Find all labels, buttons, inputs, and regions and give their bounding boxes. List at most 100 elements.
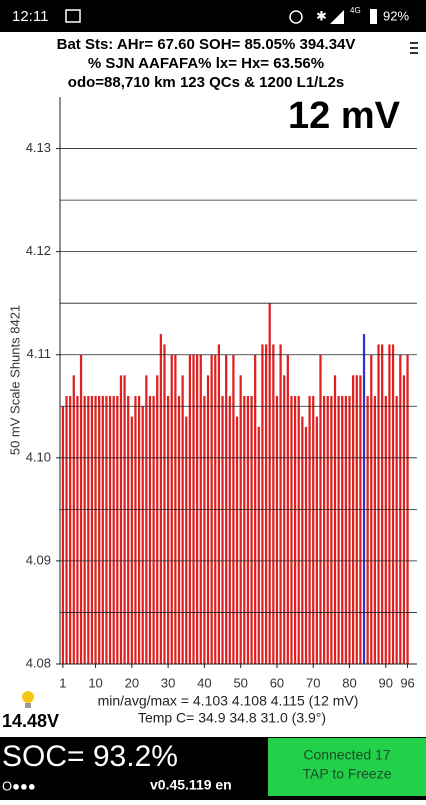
y-tick-label: 4.13 bbox=[26, 140, 51, 155]
bar bbox=[101, 395, 104, 664]
bar bbox=[87, 395, 90, 664]
status-bar bbox=[0, 0, 426, 32]
x-tick-label: 70 bbox=[306, 675, 320, 690]
bar bbox=[391, 344, 395, 664]
x-tick-label: 1 bbox=[59, 675, 66, 690]
header-line: % SJN AAFAFA% lx= Hx= 63.56% bbox=[88, 55, 324, 72]
header-line: odo=88,710 km 123 QCs & 1200 L1/L2s bbox=[68, 74, 344, 91]
version: v0.45.119 en bbox=[150, 777, 232, 793]
bar bbox=[359, 375, 362, 664]
bar bbox=[76, 395, 79, 664]
chart: 4.08 4.09 4.10 4.11 4.12 4.13 1 10 20 30 40 50 60 70 8… bbox=[26, 97, 417, 690]
bar bbox=[312, 395, 315, 664]
bar bbox=[206, 375, 210, 664]
x-tick-label: 50 bbox=[233, 675, 247, 690]
bar bbox=[301, 416, 304, 664]
bar bbox=[217, 344, 221, 664]
bar bbox=[127, 395, 130, 664]
bar bbox=[264, 344, 268, 664]
bar bbox=[156, 375, 159, 664]
bar bbox=[116, 395, 119, 664]
bar bbox=[322, 395, 326, 664]
header-line: Bat Sts: AHr= 67.60 SOH= 85.05% 394.34V bbox=[57, 36, 356, 53]
bar bbox=[402, 375, 406, 664]
bar bbox=[261, 344, 264, 664]
bar bbox=[395, 395, 398, 664]
bar bbox=[337, 395, 340, 664]
bar bbox=[293, 395, 297, 664]
bar bbox=[152, 395, 155, 664]
bar bbox=[72, 375, 75, 664]
bar bbox=[388, 344, 391, 664]
button-label: TAP to Freeze bbox=[303, 766, 392, 782]
bar bbox=[141, 406, 144, 664]
bar bbox=[366, 395, 369, 664]
bar bbox=[145, 375, 148, 664]
bar bbox=[228, 395, 231, 664]
bar bbox=[304, 426, 308, 664]
bar bbox=[333, 375, 337, 664]
battery-icon bbox=[370, 9, 377, 24]
bar bbox=[352, 375, 355, 664]
x-tick-label: 60 bbox=[270, 675, 284, 690]
bar bbox=[130, 416, 133, 664]
bar bbox=[203, 395, 206, 664]
bar bbox=[159, 334, 162, 664]
bar bbox=[134, 395, 137, 664]
bar bbox=[185, 416, 188, 664]
bar bbox=[94, 395, 97, 664]
bar bbox=[308, 395, 311, 664]
y-axis-label: 50 mV Scale Shunts 8421 bbox=[7, 305, 22, 455]
x-tick-label: 96 bbox=[400, 675, 414, 690]
bar bbox=[283, 375, 286, 664]
y-tick-label: 4.12 bbox=[26, 243, 51, 258]
bar bbox=[69, 395, 72, 664]
menu-button[interactable] bbox=[410, 42, 418, 54]
bar bbox=[119, 375, 123, 664]
y-tick-label: 4.11 bbox=[27, 346, 51, 361]
bar bbox=[344, 395, 348, 664]
network: 4G bbox=[350, 6, 361, 15]
bar bbox=[123, 375, 126, 664]
bar bbox=[246, 395, 250, 664]
bar bbox=[272, 344, 275, 664]
bar bbox=[290, 395, 293, 664]
x-tick-label: 20 bbox=[125, 675, 139, 690]
annotation: 12 mV bbox=[288, 95, 401, 137]
bar bbox=[239, 375, 242, 664]
bar bbox=[373, 395, 377, 664]
button-label: Connected 17 bbox=[303, 747, 390, 763]
bar bbox=[279, 344, 282, 664]
x-tick-label: 80 bbox=[342, 675, 356, 690]
dots: O●●● bbox=[2, 778, 36, 793]
bar bbox=[275, 395, 279, 664]
bar bbox=[297, 395, 300, 664]
bar bbox=[377, 344, 380, 664]
bar bbox=[112, 395, 115, 664]
y-tick-label: 4.10 bbox=[26, 449, 51, 464]
bar bbox=[268, 303, 271, 664]
bulb-icon bbox=[22, 691, 34, 708]
temperature: Temp C= 34.9 34.8 31.0 (3.9°) bbox=[138, 710, 326, 726]
bar bbox=[348, 395, 351, 664]
bar bbox=[235, 416, 239, 664]
bar bbox=[315, 416, 318, 664]
bar bbox=[65, 395, 68, 664]
bar bbox=[243, 395, 246, 664]
freeze-button[interactable] bbox=[268, 738, 426, 796]
soc: SOC= 93.2% bbox=[2, 740, 178, 773]
bar bbox=[355, 375, 358, 664]
x-tick-label: 40 bbox=[197, 675, 211, 690]
bar bbox=[250, 395, 253, 664]
bar bbox=[257, 426, 260, 664]
battery: 92% bbox=[383, 8, 409, 23]
bar bbox=[83, 395, 86, 664]
bar bbox=[61, 406, 65, 664]
bar bbox=[163, 344, 166, 664]
x-tick-label: 30 bbox=[161, 675, 175, 690]
y-tick-label: 4.09 bbox=[26, 552, 51, 567]
bar bbox=[148, 395, 152, 664]
image-icon bbox=[65, 9, 81, 23]
